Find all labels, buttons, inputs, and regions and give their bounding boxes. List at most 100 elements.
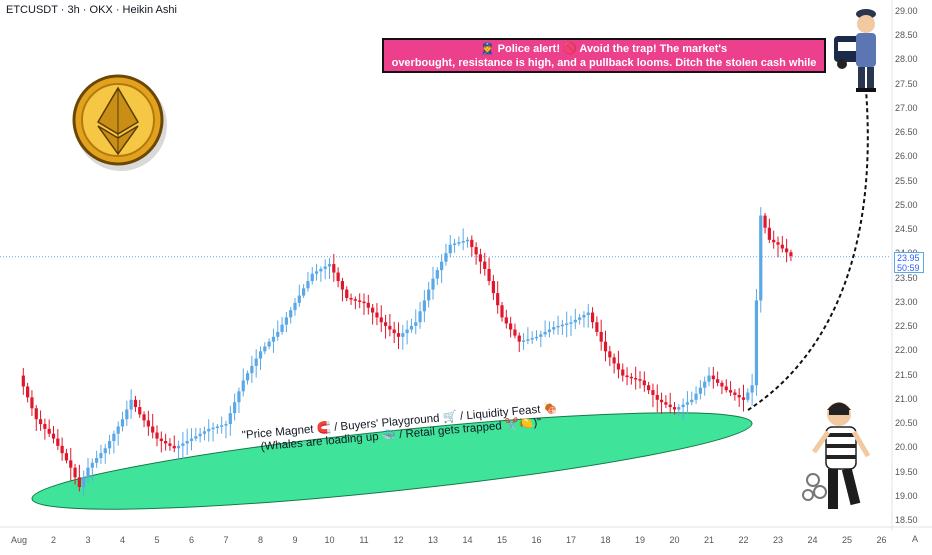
- time-tick-label: 12: [393, 535, 404, 545]
- candle-down: [767, 227, 771, 240]
- price-tick-label: 27.50: [895, 78, 918, 89]
- candle-up: [103, 448, 107, 454]
- candle-down: [371, 307, 375, 313]
- candle-up: [444, 253, 448, 262]
- time-tick-label: 7: [223, 535, 229, 545]
- candle-up: [754, 300, 759, 386]
- candle-down: [789, 252, 793, 257]
- time-tick-label: 24: [807, 535, 818, 545]
- candle-down: [151, 426, 155, 433]
- candle-down: [668, 404, 672, 408]
- candle-down: [629, 376, 633, 379]
- candle-up: [297, 295, 301, 303]
- candle-up: [241, 380, 245, 392]
- candle-up: [250, 365, 254, 374]
- candle-down: [509, 323, 513, 330]
- candle-down: [133, 399, 138, 408]
- candle-down: [336, 272, 340, 282]
- candle-down: [595, 322, 599, 332]
- candle-down: [590, 312, 595, 323]
- candle-down: [720, 382, 724, 387]
- candle-down: [737, 394, 741, 398]
- candle-up: [107, 441, 112, 449]
- candle-down: [625, 375, 629, 378]
- candle-down: [146, 420, 150, 427]
- candle-up: [521, 340, 526, 342]
- candle-down: [496, 293, 500, 306]
- current-price-value: 23.95: [897, 253, 920, 263]
- price-tick-label: 25.50: [895, 175, 918, 186]
- candle-down: [672, 407, 677, 410]
- time-tick-label: 16: [531, 535, 542, 545]
- candle-down: [77, 477, 81, 488]
- candle-up: [578, 317, 582, 320]
- candle-up: [543, 331, 547, 335]
- candle-down: [172, 445, 176, 449]
- candle-down: [724, 386, 728, 391]
- candle-up: [569, 322, 573, 324]
- candle-down: [51, 433, 56, 439]
- candle-down: [517, 335, 521, 342]
- time-tick-label: 17: [565, 535, 577, 545]
- candle-down: [474, 247, 478, 255]
- candle-down: [741, 397, 746, 400]
- price-tick-label: 29.00: [895, 6, 918, 16]
- price-tick-label: 23.00: [895, 296, 918, 307]
- candle-up: [224, 424, 228, 426]
- price-tick-label: 20.00: [895, 442, 918, 453]
- candle-down: [487, 268, 491, 282]
- candle-down: [500, 305, 504, 318]
- candle-down: [491, 281, 495, 294]
- candle-up: [547, 329, 552, 332]
- candle-up: [414, 322, 418, 326]
- price-tick-label: 20.50: [895, 418, 918, 429]
- candle-up: [405, 329, 409, 334]
- candle-up: [116, 426, 120, 434]
- candle-down: [483, 261, 487, 269]
- candle-down: [396, 333, 401, 337]
- support-zone-ellipse: [31, 412, 753, 510]
- candle-up: [263, 346, 267, 352]
- auto-scale-button[interactable]: A: [912, 534, 919, 544]
- candle-down: [345, 289, 349, 299]
- projection-curve: [747, 89, 869, 411]
- candle-up: [573, 319, 577, 323]
- candle-down: [164, 441, 168, 444]
- price-tick-label: 25.00: [895, 199, 918, 210]
- candle-up: [289, 310, 293, 318]
- candle-up: [319, 268, 323, 272]
- candle-up: [310, 273, 314, 282]
- candle-up: [280, 324, 284, 332]
- candle-up: [707, 375, 711, 382]
- candle-down: [776, 242, 780, 245]
- time-tick-label: 6: [188, 535, 195, 545]
- candle-up: [228, 413, 232, 425]
- time-tick-label: 21: [703, 535, 715, 545]
- candle-down: [138, 407, 142, 415]
- ethereum-coin-icon: [72, 74, 167, 171]
- candle-down: [772, 239, 776, 243]
- candle-up: [207, 428, 211, 432]
- candle-up: [539, 334, 543, 337]
- price-tick-label: 21.50: [895, 369, 918, 380]
- candle-down: [38, 419, 43, 425]
- candle-down: [383, 322, 388, 326]
- time-tick-label: 18: [600, 535, 611, 545]
- candle-up: [422, 300, 426, 312]
- candle-down: [651, 390, 655, 395]
- time-tick-label: 23: [772, 535, 784, 545]
- current-price-label: 23.95 50:59: [894, 252, 924, 273]
- candle-up: [112, 433, 116, 442]
- banner-line-1: 👮‍♀️ Police alert! 🚫 Avoid the trap! The…: [480, 43, 728, 55]
- time-tick-label: 3: [85, 535, 91, 545]
- candle-up: [202, 431, 207, 434]
- time-tick-label: 5: [154, 535, 160, 545]
- candle-down: [478, 254, 483, 262]
- candle-up: [526, 339, 530, 341]
- candle-up: [552, 327, 556, 330]
- candle-down: [728, 390, 733, 393]
- time-tick-label: 8: [257, 535, 264, 545]
- bar-countdown: 50:59: [897, 263, 920, 273]
